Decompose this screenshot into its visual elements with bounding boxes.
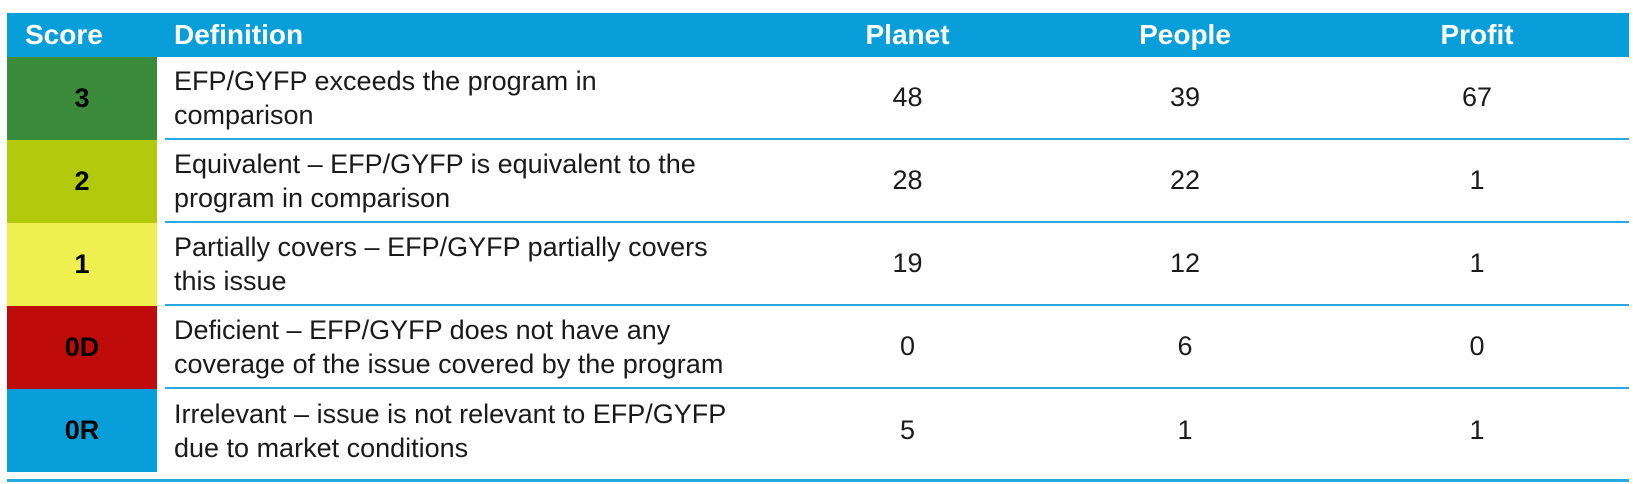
column-divider [157, 57, 165, 140]
column-header-people: People [1045, 13, 1325, 57]
profit-count-cell: 67 [1325, 57, 1629, 140]
planet-count-cell: 5 [899, 415, 916, 445]
column-divider [157, 389, 165, 472]
table-row-score-0r: 0R Irrelevant – issue is not relevant to… [7, 389, 1629, 472]
column-header-planet: Planet [770, 13, 1045, 57]
column-header-score: Score [7, 13, 157, 57]
score-badge: 1 [7, 223, 157, 306]
profit-count-cell: 1 [1469, 415, 1485, 445]
column-divider [157, 140, 165, 223]
table-row-score-1: 1 Partially covers – EFP/GYFP partially … [7, 223, 1629, 306]
table-header-row: Score Definition Planet People Profit [7, 13, 1629, 57]
score-badge: 0D [7, 306, 157, 389]
column-divider [157, 306, 165, 389]
column-divider [157, 223, 165, 306]
definition-cell: Partially covers – EFP/GYFP partially co… [165, 223, 770, 306]
people-count-cell: 12 [1045, 223, 1325, 306]
profit-count-cell: 0 [1325, 306, 1629, 389]
column-header-definition: Definition [165, 13, 770, 57]
rubric-table: Score Definition Planet People Profit 3 … [7, 13, 1629, 482]
planet-count-cell: 19 [770, 223, 1045, 306]
profit-count-cell: 1 [1325, 223, 1629, 306]
table-row-score-3: 3 EFP/GYFP exceeds the program in compar… [7, 57, 1629, 140]
definition-cell: Irrelevant – issue is not relevant to EF… [174, 398, 727, 463]
definition-cell: EFP/GYFP exceeds the program in comparis… [165, 57, 770, 140]
people-count-cell: 22 [1045, 140, 1325, 223]
planet-count-cell: 0 [770, 306, 1045, 389]
people-count-cell: 39 [1045, 57, 1325, 140]
profit-count-cell: 1 [1325, 140, 1629, 223]
score-badge: 2 [7, 140, 157, 223]
column-header-profit: Profit [1325, 13, 1629, 57]
planet-count-cell: 28 [770, 140, 1045, 223]
people-count-cell: 6 [1045, 306, 1325, 389]
definition-cell: Equivalent – EFP/GYFP is equivalent to t… [165, 140, 770, 223]
column-divider [157, 13, 165, 57]
definition-cell: Deficient – EFP/GYFP does not have any c… [165, 306, 770, 389]
table-row-score-0d: 0D Deficient – EFP/GYFP does not have an… [7, 306, 1629, 389]
planet-count-cell: 48 [770, 57, 1045, 140]
score-badge: 0R [7, 389, 157, 472]
table-row-score-2: 2 Equivalent – EFP/GYFP is equivalent to… [7, 140, 1629, 223]
people-count-cell: 1 [1177, 415, 1193, 445]
score-badge: 3 [7, 57, 157, 140]
